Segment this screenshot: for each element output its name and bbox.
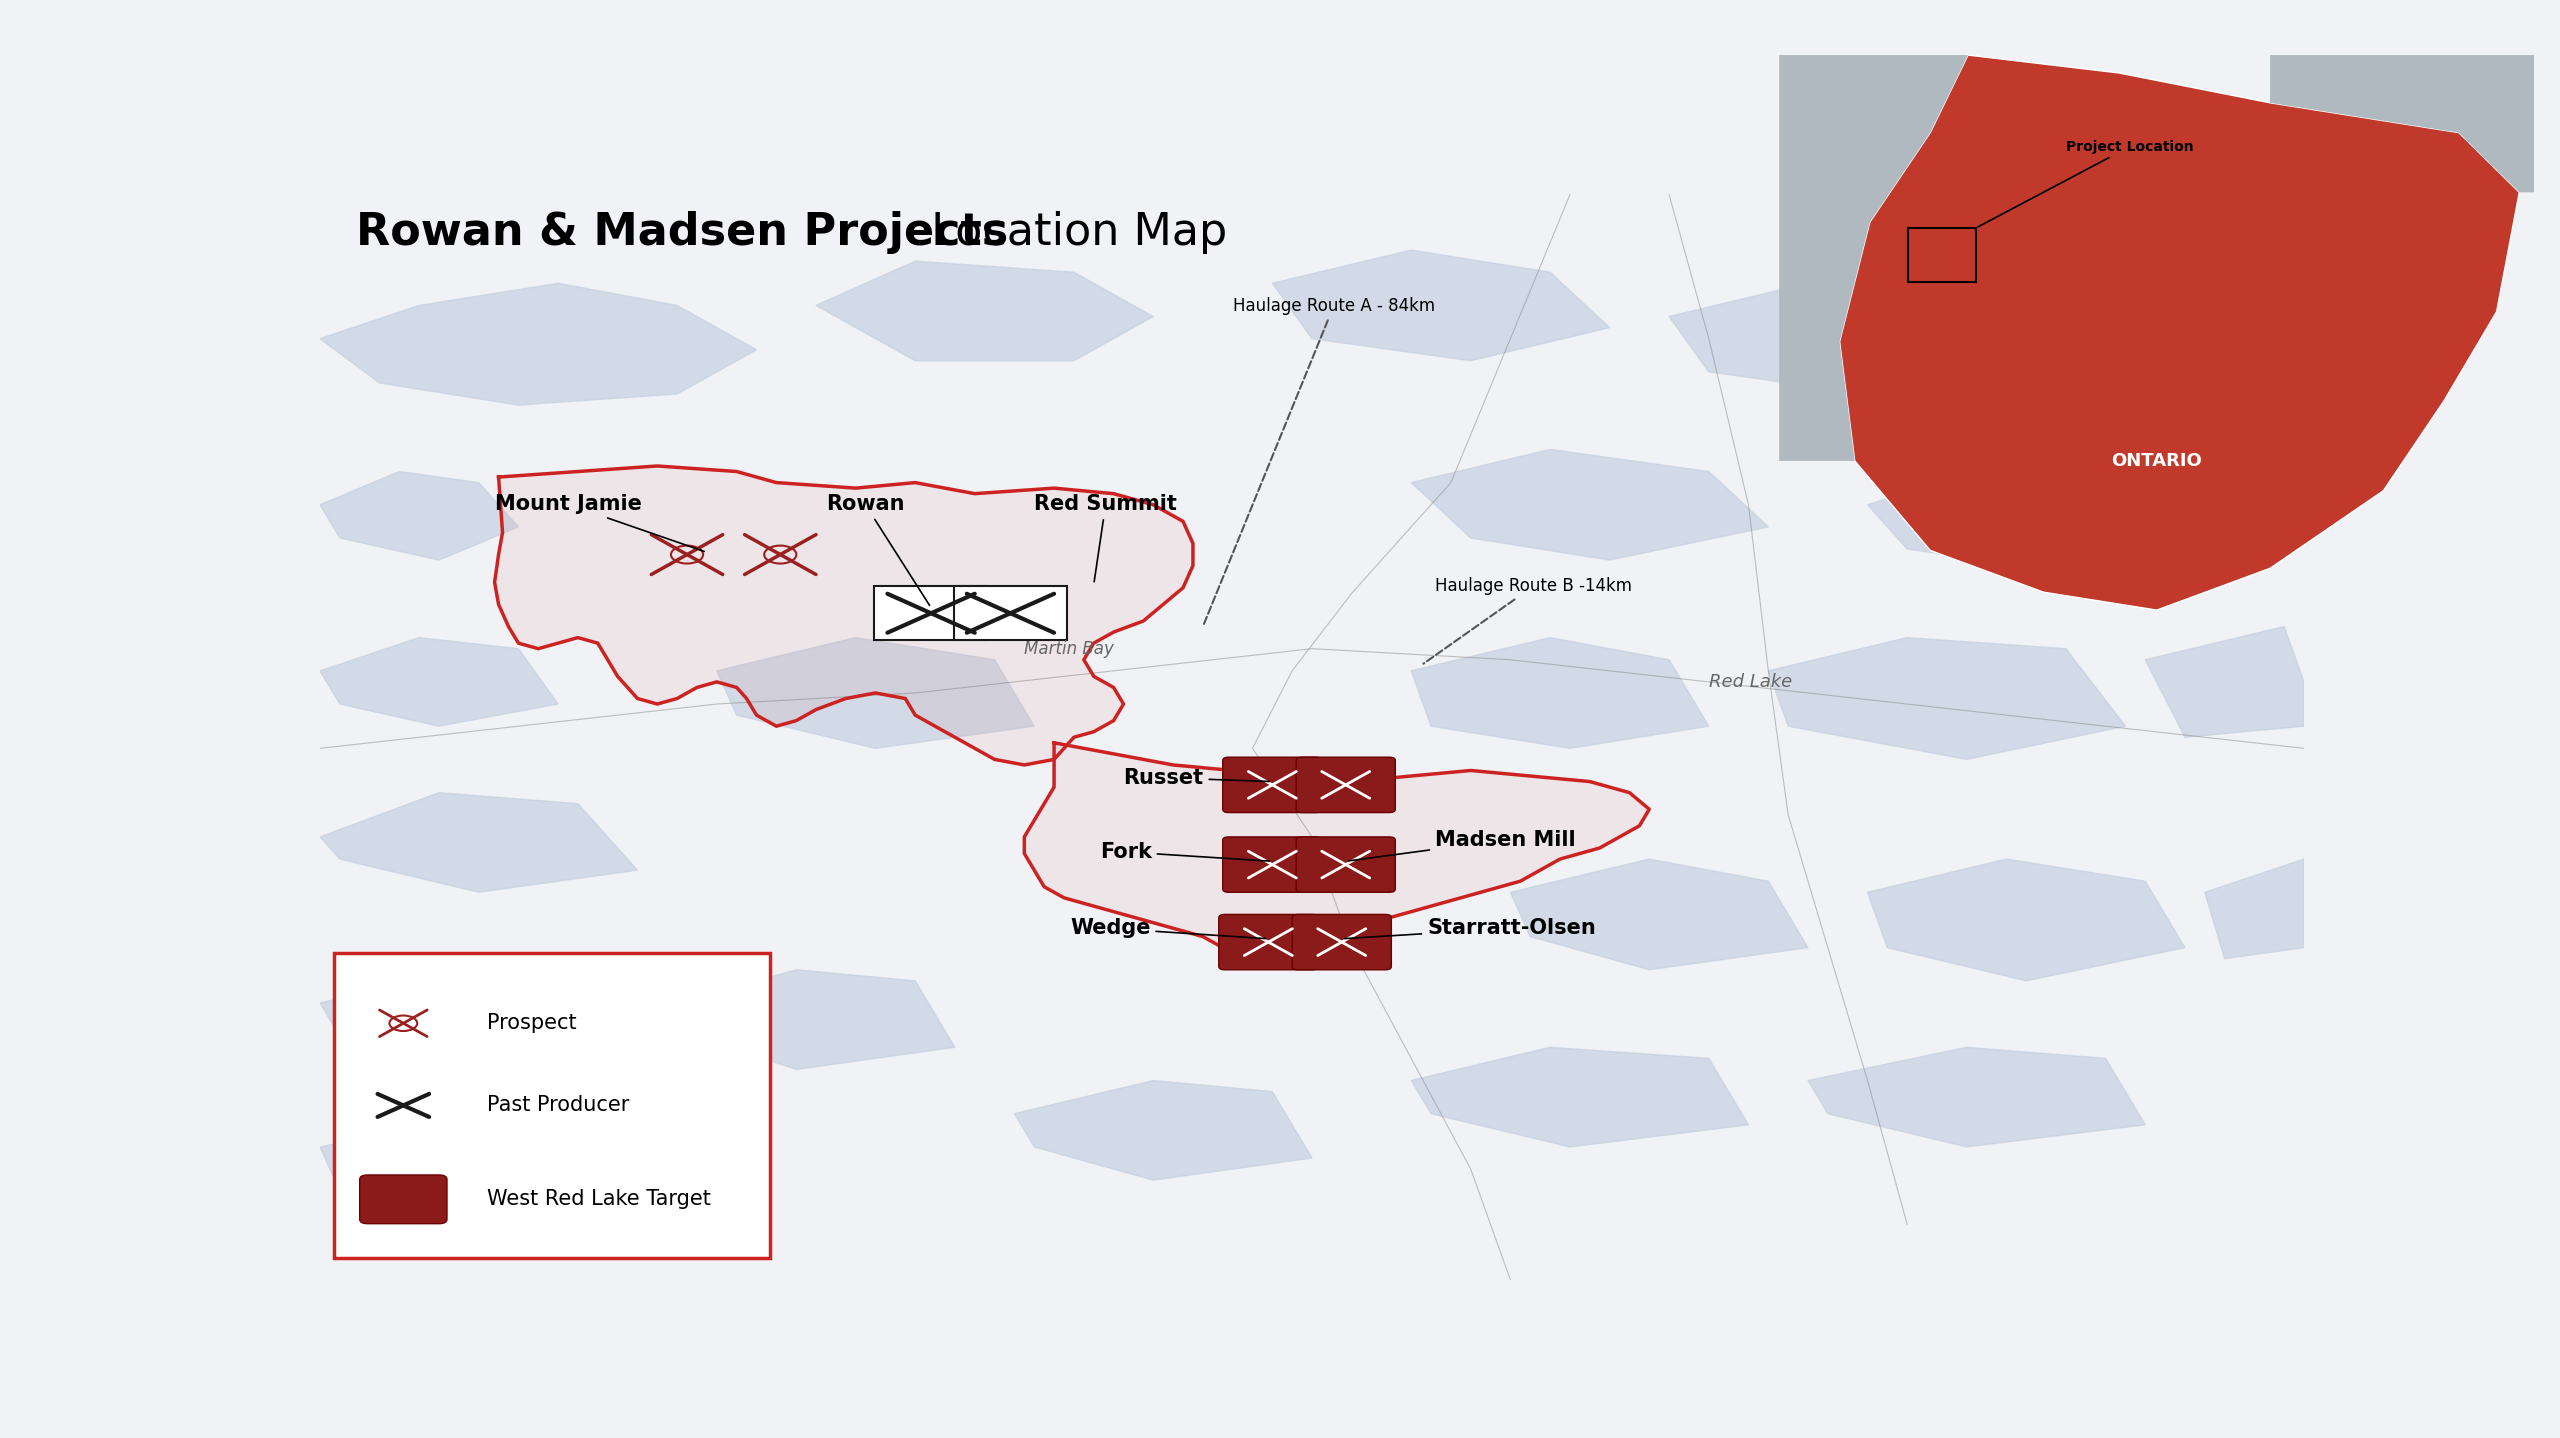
Text: West Red Lake Target: West Red Lake Target [486,1189,712,1209]
Text: ONTARIO: ONTARIO [2112,452,2202,470]
Text: Starratt-Olsen: Starratt-Olsen [1344,919,1595,939]
Polygon shape [320,1113,658,1225]
Polygon shape [1807,1047,2145,1148]
FancyBboxPatch shape [1224,758,1321,812]
Polygon shape [1411,637,1710,748]
Polygon shape [2263,450,2304,538]
Polygon shape [320,969,658,1070]
Text: Red Lake: Red Lake [1710,673,1792,692]
Polygon shape [320,472,517,561]
Text: Past Producer: Past Producer [486,1096,630,1116]
Polygon shape [1272,250,1610,361]
Text: Haulage Route B -14km: Haulage Route B -14km [1423,577,1633,664]
FancyBboxPatch shape [333,953,771,1258]
Polygon shape [1411,1047,1748,1148]
Polygon shape [320,637,558,726]
Polygon shape [1869,460,2204,571]
Polygon shape [1769,637,2125,759]
Text: Madsen Mill: Madsen Mill [1349,830,1574,861]
Polygon shape [717,637,1034,748]
Polygon shape [1411,450,1769,561]
Text: Haulage Route A - 84km: Haulage Route A - 84km [1203,298,1434,624]
Text: Fork: Fork [1101,843,1270,861]
Polygon shape [1510,858,1807,969]
Polygon shape [676,969,955,1070]
Polygon shape [1779,55,1969,460]
Polygon shape [1669,283,2007,394]
Polygon shape [2271,55,2534,193]
FancyBboxPatch shape [955,587,1068,640]
Text: Wedge: Wedge [1070,919,1265,939]
Polygon shape [1869,858,2186,981]
Text: Red Summit: Red Summit [1034,495,1178,582]
Text: Project Location: Project Location [1979,139,2194,227]
Polygon shape [1841,55,2519,610]
Text: Prospect: Prospect [486,1014,576,1034]
Text: Russet: Russet [1124,768,1270,788]
Text: Rowan & Madsen Projects: Rowan & Madsen Projects [356,211,1009,255]
FancyBboxPatch shape [1295,758,1395,812]
Polygon shape [494,466,1193,765]
Text: Location Map: Location Map [916,211,1226,255]
Polygon shape [320,283,758,406]
FancyBboxPatch shape [876,587,988,640]
Polygon shape [817,262,1152,361]
FancyBboxPatch shape [1295,837,1395,892]
Text: Rowan: Rowan [827,495,929,605]
FancyBboxPatch shape [1224,837,1321,892]
Polygon shape [320,792,637,892]
Polygon shape [1024,743,1649,953]
FancyBboxPatch shape [358,1175,448,1224]
Polygon shape [2145,627,2304,738]
Text: Martin Bay: Martin Bay [1024,640,1114,659]
Polygon shape [2066,272,2304,361]
FancyBboxPatch shape [1293,915,1393,969]
Text: Mount Jamie: Mount Jamie [494,495,704,551]
Polygon shape [1014,1080,1313,1181]
Bar [1907,229,1976,282]
FancyBboxPatch shape [1219,915,1318,969]
Polygon shape [2204,858,2304,959]
